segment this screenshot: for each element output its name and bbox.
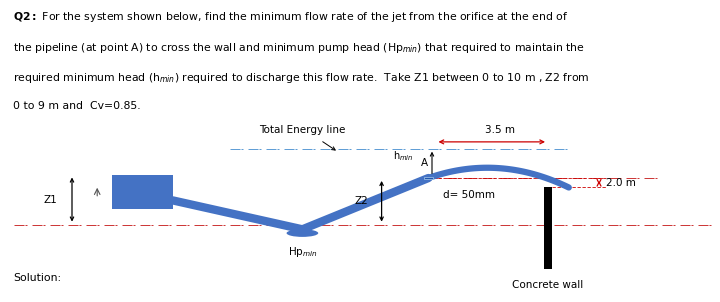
Text: 3.5 m: 3.5 m: [485, 125, 516, 135]
Text: Concrete wall: Concrete wall: [513, 280, 583, 290]
Text: d= 50mm: d= 50mm: [443, 190, 495, 200]
Bar: [544, 188, 552, 269]
Text: h$_{min}$: h$_{min}$: [393, 149, 414, 163]
Text: 2.0 m: 2.0 m: [606, 178, 636, 188]
Text: $\bf{Q2:}$ For the system shown below, find the minimum flow rate of the jet fro: $\bf{Q2:}$ For the system shown below, f…: [13, 10, 569, 24]
Bar: [424, 177, 433, 179]
Text: required minimum head (h$_{min}$) required to discharge this flow rate.  Take Z1: required minimum head (h$_{min}$) requir…: [13, 71, 590, 85]
Text: Solution:: Solution:: [13, 273, 61, 283]
Text: A: A: [421, 158, 428, 168]
Text: the pipeline (at point A) to cross the wall and minimum pump head (Hp$_{min}$) t: the pipeline (at point A) to cross the w…: [13, 40, 585, 55]
Text: Hp$_{min}$: Hp$_{min}$: [287, 245, 318, 259]
Text: Z2: Z2: [355, 196, 369, 206]
Text: 0 to 9 m and  Cv=0.85.: 0 to 9 m and Cv=0.85.: [13, 101, 140, 111]
Circle shape: [287, 229, 318, 237]
Text: Z1: Z1: [44, 194, 58, 204]
Text: Total Energy line: Total Energy line: [259, 125, 346, 135]
Bar: [112, 175, 173, 209]
